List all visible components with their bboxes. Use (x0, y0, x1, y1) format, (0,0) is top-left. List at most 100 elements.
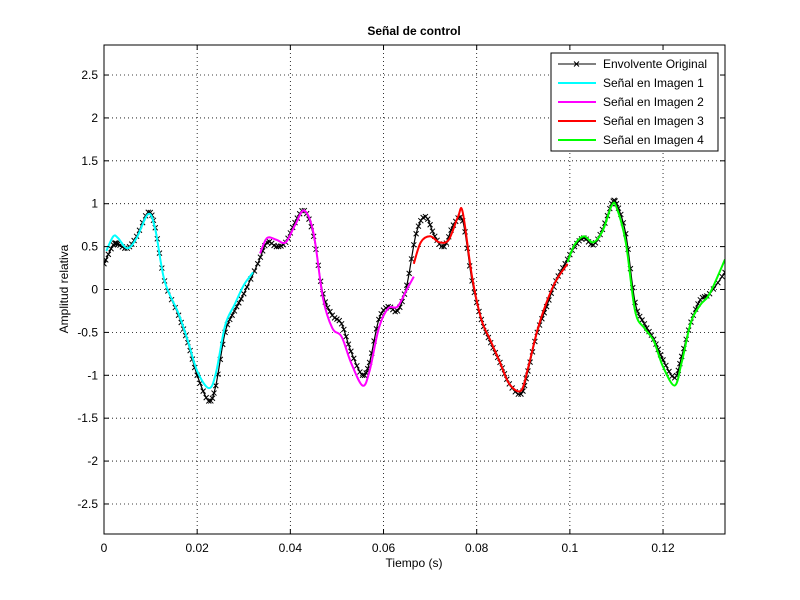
marker-stroke (145, 209, 152, 216)
series-marker (205, 398, 212, 404)
marker-stroke (266, 238, 273, 245)
y-tick-label: 0.5 (81, 240, 98, 254)
marker-stroke (257, 254, 264, 261)
y-tick-label: 2 (91, 111, 98, 125)
series-line-se-al-en-imagen-2 (259, 209, 415, 387)
series-line-se-al-en-imagen-4 (566, 201, 725, 387)
marker-stroke (394, 308, 401, 314)
marker-stroke (520, 388, 526, 394)
marker-stroke (244, 284, 250, 290)
series-marker (719, 273, 725, 280)
marker-stroke (341, 326, 347, 333)
marker-stroke (350, 355, 357, 362)
marker-stroke (406, 270, 412, 277)
marker-stroke (205, 398, 212, 404)
marker-stroke (215, 371, 221, 378)
series-marker (212, 382, 219, 389)
marker-stroke (719, 273, 725, 280)
y-tick-label: 2.5 (81, 68, 98, 82)
series-marker (209, 395, 216, 402)
marker-stroke (207, 398, 214, 404)
series-marker (429, 228, 436, 235)
marker-stroke (666, 368, 672, 375)
marker-stroke (639, 317, 645, 323)
marker-stroke (229, 312, 235, 319)
series-marker (406, 270, 412, 277)
legend: Envolvente Original Señal en Imagen 1 Seña… (550, 52, 719, 152)
marker-stroke (348, 348, 354, 355)
marker-stroke (427, 221, 433, 228)
legend-items: Envolvente Original Señal en Imagen 1 Seña… (558, 57, 707, 147)
marker-stroke (441, 243, 447, 250)
series-marker (327, 308, 333, 315)
series-marker (354, 362, 360, 369)
marker-stroke (338, 320, 345, 327)
marker-stroke (105, 251, 112, 258)
series-marker (254, 260, 261, 267)
series-marker (424, 216, 431, 222)
series-marker (348, 348, 354, 355)
series-marker (345, 341, 352, 348)
tick-layer: 0 0.02 0.04 0.06 0.08 0.1 0.12 -2.5 -2 -1.5 -1 -0.5… (77, 45, 725, 555)
marker-stroke (336, 317, 343, 324)
marker-stroke (212, 382, 219, 389)
series-layer (104, 197, 725, 404)
marker-stroke (376, 316, 382, 323)
marker-stroke (247, 276, 254, 282)
series-marker (413, 230, 419, 237)
marker-stroke (200, 388, 206, 395)
marker-stroke (122, 245, 128, 252)
marker-stroke (343, 333, 349, 340)
legend-label: Envolvente Original (603, 57, 707, 71)
marker-stroke (722, 271, 725, 276)
marker-stroke (240, 290, 247, 297)
series-marker (639, 317, 645, 323)
y-tick-label: -2 (87, 454, 98, 468)
marker-stroke (695, 301, 701, 307)
x-tick-label: 0.04 (279, 541, 303, 555)
legend-label: Señal en Imagen 1 (603, 76, 704, 90)
series-marker (273, 243, 280, 250)
marker-stroke (203, 394, 210, 401)
x-axis-label: Tiempo (s) (386, 556, 443, 570)
marker-stroke (457, 214, 464, 220)
marker-stroke (378, 310, 385, 317)
marker-stroke (209, 395, 216, 402)
series-line-se-al-en-imagen-1 (105, 212, 254, 390)
series-marker (203, 394, 210, 401)
series-marker (211, 390, 217, 396)
series-line-se-al-en-imagen-3 (412, 207, 569, 393)
legend-label: Señal en Imagen 3 (603, 114, 704, 128)
marker-stroke (403, 282, 410, 289)
marker-stroke (191, 364, 198, 371)
marker-stroke (648, 332, 655, 339)
series-marker (518, 391, 524, 398)
y-tick-label: -1.5 (77, 411, 98, 425)
series-marker (341, 326, 347, 333)
marker-stroke (354, 362, 360, 369)
marker-stroke (235, 300, 242, 306)
series-marker (666, 368, 672, 375)
marker-stroke (113, 240, 120, 247)
marker-stroke (722, 269, 725, 274)
y-tick-label: -0.5 (77, 325, 98, 339)
marker-stroke (345, 341, 352, 348)
x-tick-label: 0.08 (465, 541, 489, 555)
legend-label: Señal en Imagen 4 (603, 133, 704, 147)
marker-stroke (396, 304, 403, 311)
x-tick-label: 0.12 (651, 541, 675, 555)
series-marker (441, 243, 447, 250)
y-tick-label: 1.5 (81, 154, 98, 168)
series-marker (410, 241, 417, 248)
series-marker (104, 260, 107, 267)
x-tick-label: 0.06 (372, 541, 396, 555)
y-tick-label: 1 (91, 197, 98, 211)
series-marker (122, 245, 128, 252)
series-marker (417, 217, 424, 224)
series-marker (359, 372, 366, 379)
series-marker (238, 296, 244, 302)
marker-stroke (226, 316, 233, 323)
marker-stroke (429, 228, 436, 235)
marker-stroke (424, 216, 431, 222)
